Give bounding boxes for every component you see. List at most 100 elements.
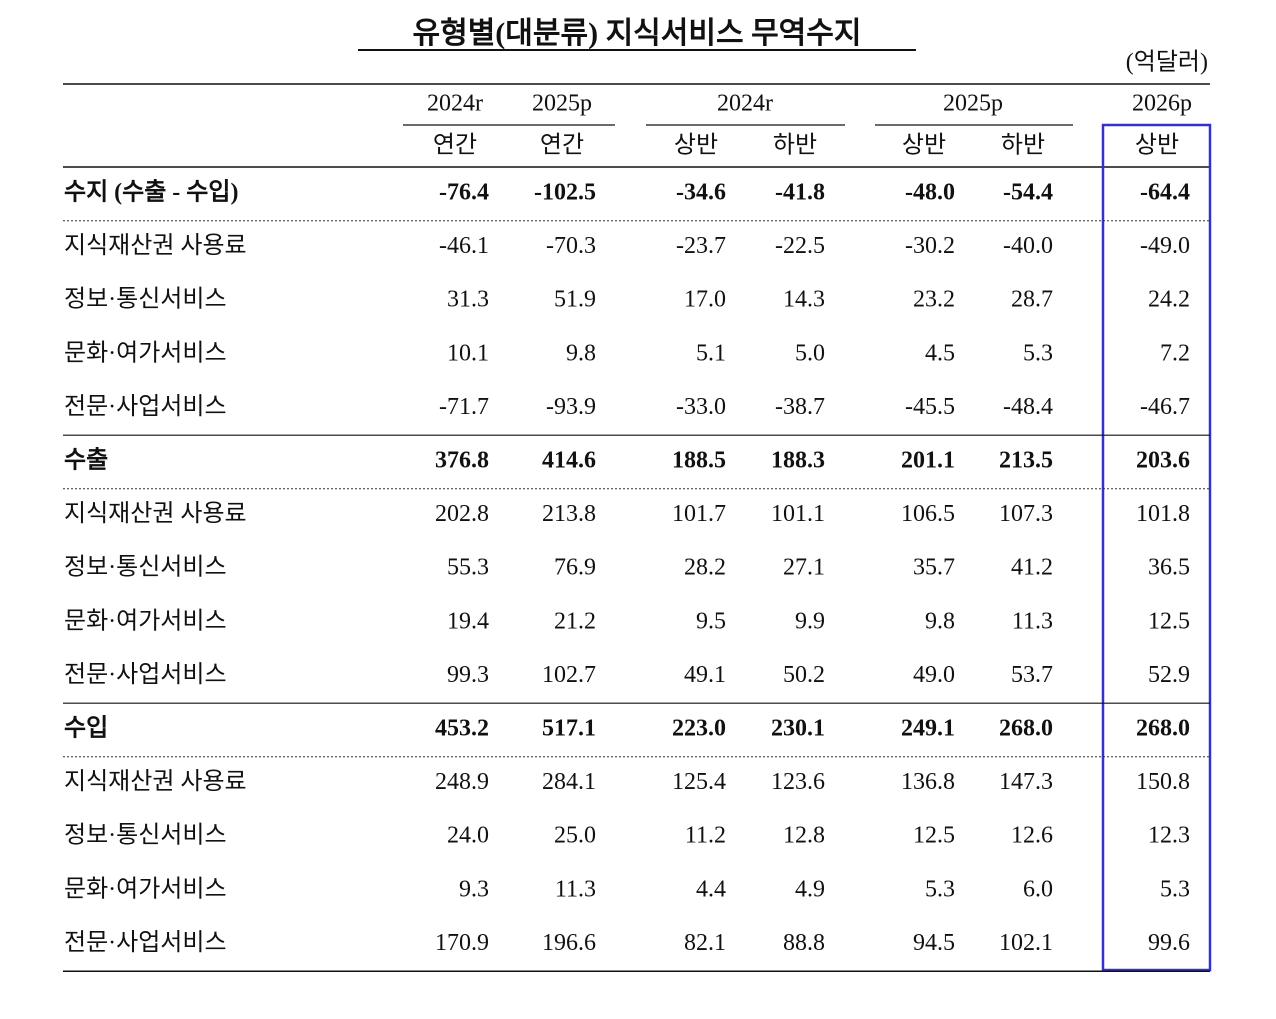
cell: 12.3 (1148, 823, 1190, 849)
cell: 102.1 (999, 930, 1053, 956)
row-label: 문화·여가서비스 (64, 875, 227, 902)
cell: -34.6 (676, 180, 726, 206)
highlight-box (1101, 123, 1212, 972)
cell: 4.5 (925, 340, 955, 366)
cell: 51.9 (554, 287, 596, 313)
cell: 28.7 (1011, 287, 1053, 313)
cell: 248.9 (435, 769, 489, 795)
cell: 99.6 (1148, 930, 1190, 956)
cell: 284.1 (542, 769, 596, 795)
cell: -76.4 (439, 180, 489, 206)
year-header: 2024r (717, 91, 773, 117)
cell: -30.2 (905, 233, 955, 259)
unit: (억달러) (1126, 49, 1208, 76)
cell: 123.6 (771, 769, 825, 795)
cell: -45.5 (905, 394, 955, 420)
cell: -102.5 (534, 180, 596, 206)
row-label: 문화·여가서비스 (64, 607, 227, 634)
cell: 5.3 (925, 876, 955, 902)
section-total-label: 수출 (64, 447, 108, 474)
cell: 9.9 (795, 608, 825, 634)
cell: 41.2 (1011, 555, 1053, 581)
cell: 12.5 (1148, 608, 1190, 634)
cell: 249.1 (901, 716, 955, 742)
cell: 196.6 (542, 930, 596, 956)
row-label: 전문·사업서비스 (64, 929, 227, 956)
cell: 53.7 (1011, 662, 1053, 688)
cell: -64.4 (1140, 180, 1190, 206)
cell: 453.2 (435, 716, 489, 742)
cell: 31.3 (447, 287, 489, 313)
cell: -38.7 (775, 394, 825, 420)
year-header: 2026p (1132, 91, 1192, 117)
cell: 82.1 (684, 930, 726, 956)
cell: 213.8 (542, 501, 596, 527)
row-label: 지식재산권 사용료 (64, 768, 247, 795)
cell: 76.9 (554, 555, 596, 581)
sub-header: 연간 (433, 132, 477, 159)
cell: 5.3 (1023, 340, 1053, 366)
cell: -23.7 (676, 233, 726, 259)
cell: 49.1 (684, 662, 726, 688)
cell: 35.7 (913, 555, 955, 581)
cell: -48.0 (905, 180, 955, 206)
cell: 268.0 (999, 716, 1053, 742)
cell: 106.5 (901, 501, 955, 527)
cell: 24.2 (1148, 287, 1190, 313)
cell: 49.0 (913, 662, 955, 688)
year-header: 2025p (943, 91, 1003, 117)
cell: 9.3 (459, 876, 489, 902)
cell: 88.8 (783, 930, 825, 956)
sub-header: 하반 (773, 132, 817, 159)
row-label: 지식재산권 사용료 (64, 500, 247, 527)
row-label: 전문·사업서비스 (64, 393, 227, 420)
cell: -93.9 (546, 394, 596, 420)
year-header: 2025p (532, 91, 592, 117)
cell: 147.3 (999, 769, 1053, 795)
cell: 23.2 (913, 287, 955, 313)
sub-header: 상반 (1135, 132, 1179, 159)
cell: -46.7 (1140, 394, 1190, 420)
cell: 5.3 (1160, 876, 1190, 902)
cell: 201.1 (901, 448, 955, 474)
cell: 170.9 (435, 930, 489, 956)
cell: 4.9 (795, 876, 825, 902)
cell: 25.0 (554, 823, 596, 849)
cell: 36.5 (1148, 555, 1190, 581)
cell: 7.2 (1160, 340, 1190, 366)
cell: 102.7 (542, 662, 596, 688)
cell: 28.2 (684, 555, 726, 581)
sub-header: 상반 (902, 132, 946, 159)
cell: 11.2 (685, 823, 726, 849)
row-label: 지식재산권 사용료 (64, 232, 247, 259)
cell: 223.0 (672, 716, 726, 742)
cell: 12.6 (1011, 823, 1053, 849)
cell: 230.1 (771, 716, 825, 742)
sub-header: 상반 (674, 132, 718, 159)
row-label: 정보·통신서비스 (64, 286, 227, 313)
cell: 188.3 (771, 448, 825, 474)
cell: 50.2 (783, 662, 825, 688)
cell: 14.3 (783, 287, 825, 313)
cell: 55.3 (447, 555, 489, 581)
cell: 136.8 (901, 769, 955, 795)
cell: 19.4 (447, 608, 489, 634)
cell: 17.0 (684, 287, 726, 313)
cell: -48.4 (1003, 394, 1053, 420)
cell: 9.8 (566, 340, 596, 366)
cell: 125.4 (672, 769, 726, 795)
cell: 101.1 (771, 501, 825, 527)
cell: 9.5 (696, 608, 726, 634)
cell: 12.5 (913, 823, 955, 849)
section-total-label: 수지 (수출 - 수입) (64, 179, 238, 206)
cell: 12.8 (783, 823, 825, 849)
row-label: 전문·사업서비스 (64, 661, 227, 688)
row-label: 정보·통신서비스 (64, 822, 227, 849)
cell: 5.1 (696, 340, 726, 366)
cell: 11.3 (1012, 608, 1053, 634)
cell: 203.6 (1136, 448, 1190, 474)
cell: 10.1 (447, 340, 489, 366)
cell: 5.0 (795, 340, 825, 366)
row-label: 정보·통신서비스 (64, 554, 227, 581)
